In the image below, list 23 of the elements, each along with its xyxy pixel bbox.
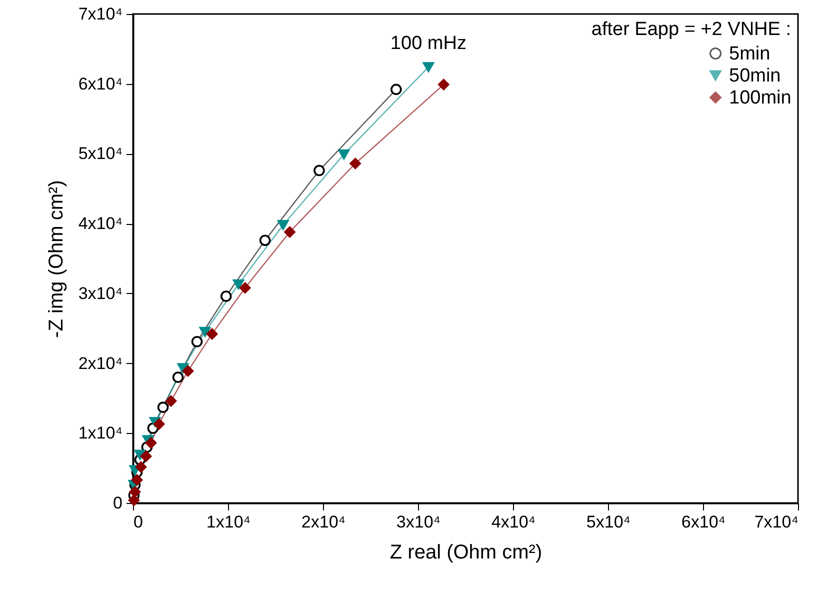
x-tick-label: 4x10⁴ xyxy=(491,512,536,532)
y-tick-label: 2x10⁴ xyxy=(78,354,122,373)
x-tick-label: 7x10⁴ xyxy=(754,512,798,532)
y-tick-label: 0 xyxy=(113,494,122,512)
x-tick-label: 0 xyxy=(134,512,143,532)
x-axis-title: Z real (Ohm cm²) xyxy=(390,542,542,564)
x-tick-label: 6x10⁴ xyxy=(681,512,726,532)
legend-label: 5min xyxy=(729,44,770,64)
legend-label: 100min xyxy=(729,88,792,108)
annotation: 100 mHz xyxy=(390,33,466,54)
x-tick-label: 1x10⁴ xyxy=(206,512,251,532)
y-tick-label: 7x10⁴ xyxy=(78,4,122,24)
y-tick-label: 6x10⁴ xyxy=(78,74,122,94)
x-tick-label: 2x10⁴ xyxy=(301,512,346,532)
legend-label: 50min xyxy=(729,66,781,86)
x-tick-label: 5x10⁴ xyxy=(586,512,631,532)
y-tick-label: 4x10⁴ xyxy=(78,214,122,234)
legend-title: after Eapp = +2 VNHE : xyxy=(591,19,791,40)
y-tick-label: 1x10⁴ xyxy=(78,424,122,443)
y-tick-label: 5x10⁴ xyxy=(78,144,122,164)
y-tick-label: 3x10⁴ xyxy=(78,284,122,303)
x-tick-label: 3x10⁴ xyxy=(396,512,441,532)
y-axis-title: -Z img (Ohm cm²) xyxy=(45,180,68,338)
